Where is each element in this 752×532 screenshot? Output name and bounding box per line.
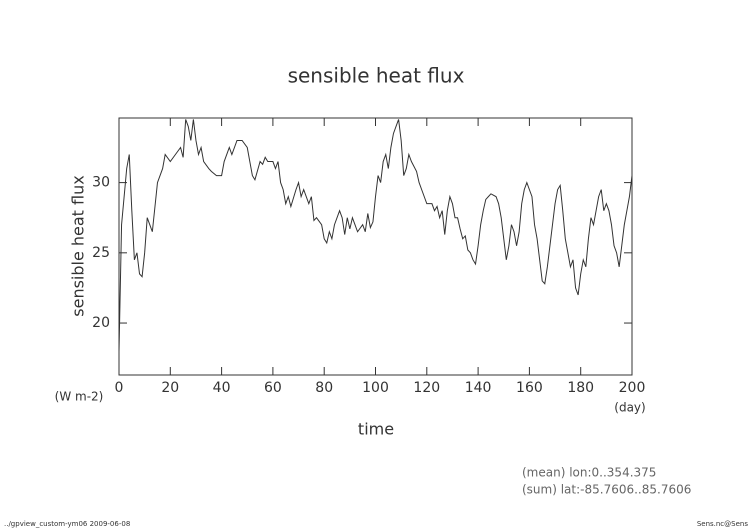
x-tick-label: 40 <box>213 380 231 396</box>
y-axis-label: sensible heat flux <box>69 175 88 316</box>
x-tick-label: 140 <box>465 380 492 396</box>
y-units: (W m-2) <box>55 390 104 404</box>
data-line <box>118 119 633 352</box>
y-tick-label: 30 <box>92 175 110 191</box>
x-tick-label: 20 <box>161 380 179 396</box>
footer-left: ../gpview_custom-ym06 2009-06-08 <box>4 520 130 528</box>
x-units: (day) <box>614 401 645 415</box>
x-axis-label: time <box>358 420 394 439</box>
y-tick-label: 20 <box>92 315 110 331</box>
annotation: (sum) lat:-85.7606..85.7606 <box>522 483 691 497</box>
footer-right: Sens.nc@Sens <box>697 520 749 528</box>
x-tick-label: 100 <box>362 380 389 396</box>
annotation: (mean) lon:0..354.375 <box>522 466 656 480</box>
x-tick-label: 120 <box>413 380 440 396</box>
x-tick-label: 200 <box>619 380 646 396</box>
x-tick-label: 0 <box>115 380 124 396</box>
y-tick-label: 25 <box>92 245 110 261</box>
x-tick-label: 180 <box>567 380 594 396</box>
x-tick-label: 60 <box>264 380 282 396</box>
x-tick-label: 80 <box>315 380 333 396</box>
x-tick-label: 160 <box>516 380 543 396</box>
chart-title: sensible heat flux <box>288 64 465 88</box>
